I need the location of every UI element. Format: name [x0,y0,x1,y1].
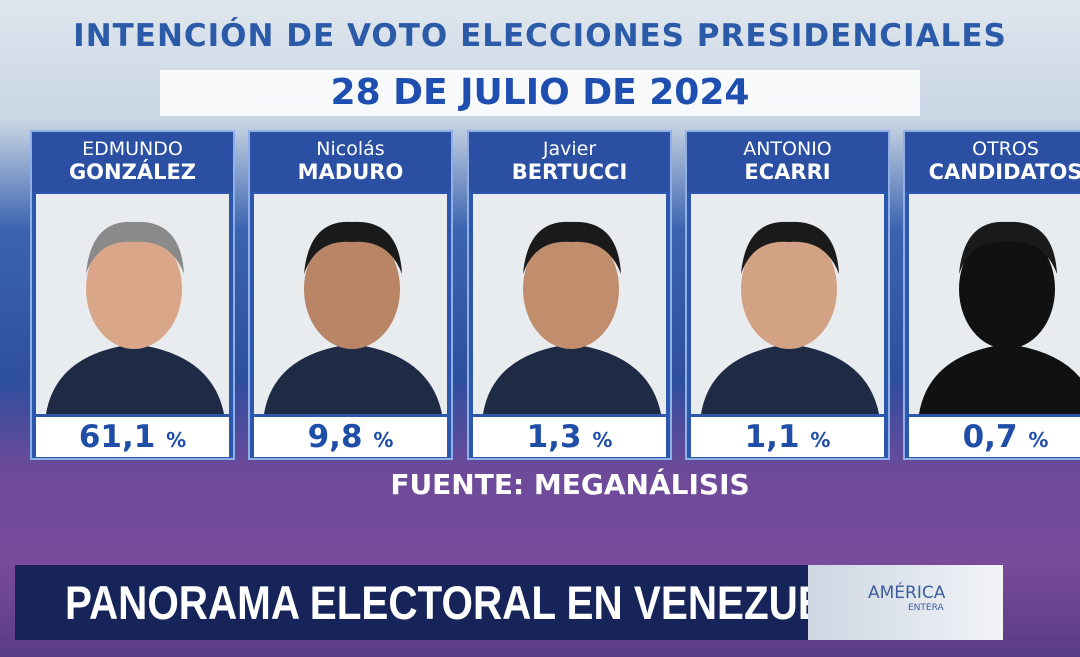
logo-subtext: ENTERA [908,603,944,613]
body [46,344,224,414]
portrait [701,221,879,414]
candidate-card: Javier BERTUCCI 1,3 % [467,130,672,460]
vote-share: 61,1 % [36,417,229,457]
hair [959,221,1057,274]
head [523,229,619,349]
portrait [46,221,224,414]
first-name: Javier [542,138,597,160]
last-name: CANDIDATOS [928,160,1080,184]
value: 61,1 [78,419,156,455]
first-name: ANTONIO [743,138,832,160]
logo-text: AMÉRICA [868,583,946,603]
head [959,229,1055,349]
card-header: EDMUNDO GONZÁLEZ [32,132,233,192]
photo [473,194,666,414]
portrait [483,221,661,414]
source: FUENTE: MEGANÁLISIS [390,468,750,501]
last-name: GONZÁLEZ [68,160,197,184]
photo [909,194,1080,414]
card-header: Javier BERTUCCI [469,132,670,192]
unit: % [592,428,613,452]
candidate-card: ANTONIO ECARRI 1,1 % [685,130,890,460]
unit: % [810,428,831,452]
last-name: BERTUCCI [511,160,628,184]
vote-share: 1,3 % [473,417,666,457]
photo [36,194,229,414]
head [86,229,182,349]
vote-share: 1,1 % [691,417,884,457]
photo [691,194,884,414]
photo [254,194,447,414]
head [304,229,400,349]
card-header: ANTONIO ECARRI [687,132,888,192]
hair [304,221,402,274]
unit: % [373,428,394,452]
portrait [919,221,1080,414]
body [919,344,1080,414]
date: 28 DE JULIO DE 2024 [330,72,750,113]
body [701,344,879,414]
card-header: Nicolás MADURO [250,132,451,192]
first-name: OTROS [972,138,1039,160]
value: 9,8 [307,419,363,455]
unit: % [1028,428,1049,452]
hair [741,221,839,274]
value: 1,1 [744,419,800,455]
head [741,229,837,349]
first-name: EDMUNDO [82,138,183,160]
date-band [160,70,920,116]
body [483,344,661,414]
banner: PANORAMA ELECTORAL EN VENEZUELA [15,565,879,640]
vote-share: 9,8 % [254,417,447,457]
hair [86,221,184,274]
title: INTENCIÓN DE VOTO ELECCIONES PRESIDENCIA… [73,18,1007,54]
hair [523,221,621,274]
value: 0,7 [962,419,1018,455]
banner-text: PANORAMA ELECTORAL EN VENEZUELA [65,576,879,629]
card-header: OTROS CANDIDATOS [905,132,1080,192]
first-name: Nicolás [316,138,385,160]
logo: AMÉRICA ENTERA [808,565,1003,640]
value: 1,3 [526,419,582,455]
portrait [264,221,442,414]
unit: % [166,428,187,452]
last-name: MADURO [297,160,404,184]
candidate-card: OTROS CANDIDATOS 0,7 % [903,130,1080,460]
body [264,344,442,414]
candidate-card: EDMUNDO GONZÁLEZ 61,1 % [30,130,235,460]
last-name: ECARRI [744,160,831,184]
vote-share: 0,7 % [909,417,1080,457]
candidate-card: Nicolás MADURO 9,8 % [248,130,453,460]
